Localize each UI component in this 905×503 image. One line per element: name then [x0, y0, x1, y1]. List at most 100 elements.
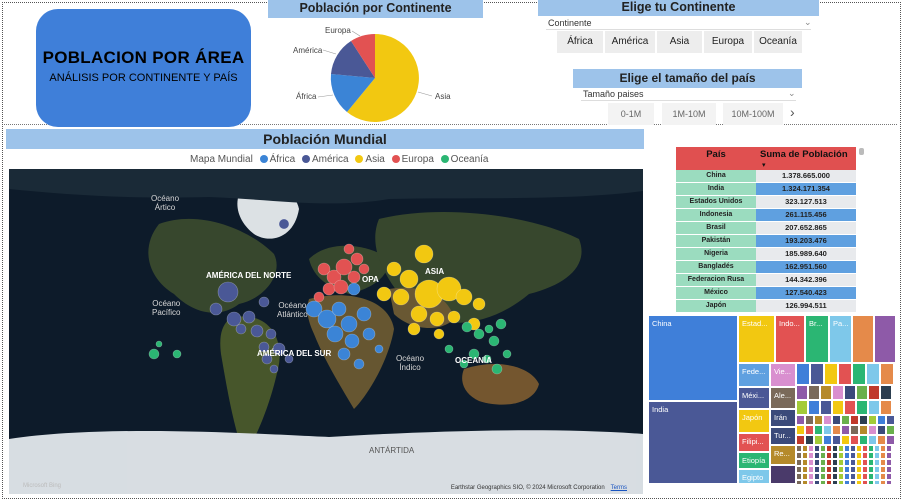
- treemap-tile[interactable]: [796, 445, 802, 452]
- treemap-tile[interactable]: [832, 415, 841, 425]
- pie-slice-africa[interactable]: [330, 74, 375, 112]
- treemap-tile[interactable]: [796, 400, 808, 415]
- treemap-tile[interactable]: [796, 466, 802, 473]
- treemap-tile[interactable]: [844, 385, 856, 400]
- treemap-tile[interactable]: [796, 363, 810, 385]
- treemap-tile[interactable]: [814, 415, 823, 425]
- treemap-tile[interactable]: [859, 435, 868, 445]
- treemap-tile[interactable]: [868, 415, 877, 425]
- continent-option-oceania[interactable]: Oceanía: [754, 31, 802, 53]
- treemap-tile[interactable]: [850, 415, 859, 425]
- treemap-tile[interactable]: [880, 400, 892, 415]
- treemap-tile[interactable]: [880, 473, 886, 480]
- treemap-tile[interactable]: [874, 445, 880, 452]
- table-row[interactable]: Japón 126.994.511: [676, 300, 856, 312]
- treemap-tile[interactable]: [832, 473, 838, 480]
- treemap-tile[interactable]: [796, 415, 805, 425]
- treemap-tile[interactable]: [805, 415, 814, 425]
- treemap-tile[interactable]: [844, 459, 850, 466]
- treemap-tile[interactable]: [868, 473, 874, 480]
- legend-europa[interactable]: Europa: [401, 154, 434, 165]
- treemap-tile-brasil[interactable]: Br...: [805, 315, 829, 363]
- treemap-tile[interactable]: [856, 385, 868, 400]
- treemap-tile[interactable]: [886, 425, 895, 435]
- treemap-tile[interactable]: [838, 363, 852, 385]
- continent-pie-chart[interactable]: Europa América África Asia: [268, 20, 483, 128]
- treemap-tile[interactable]: [856, 459, 862, 466]
- table-row[interactable]: Nigeria 185.989.640: [676, 248, 856, 261]
- treemap-tile[interactable]: [796, 385, 808, 400]
- treemap-tile[interactable]: [880, 363, 894, 385]
- treemap-tile[interactable]: [820, 445, 826, 452]
- treemap-tile[interactable]: [868, 452, 874, 459]
- population-treemap[interactable]: China India Estad... Indo... Br... Pa... Fede.…: [648, 315, 896, 485]
- treemap-tile[interactable]: [850, 435, 859, 445]
- treemap-tile[interactable]: [874, 315, 896, 363]
- chevron-right-icon[interactable]: ›: [790, 104, 795, 120]
- treemap-tile[interactable]: [820, 480, 826, 485]
- treemap-tile[interactable]: [856, 452, 862, 459]
- treemap-tile-china[interactable]: China: [648, 315, 738, 401]
- treemap-tile[interactable]: [856, 400, 868, 415]
- treemap-tile[interactable]: [886, 466, 892, 473]
- pie-slice-europa[interactable]: [351, 33, 375, 78]
- treemap-tile[interactable]: [868, 435, 877, 445]
- treemap-tile[interactable]: [808, 466, 814, 473]
- treemap-tile[interactable]: [802, 473, 808, 480]
- treemap-tile[interactable]: [832, 452, 838, 459]
- treemap-tile[interactable]: [826, 466, 832, 473]
- treemap-tile[interactable]: [832, 425, 841, 435]
- treemap-tile[interactable]: [841, 425, 850, 435]
- treemap-tile[interactable]: [814, 452, 820, 459]
- treemap-tile[interactable]: [826, 459, 832, 466]
- treemap-tile[interactable]: [880, 445, 886, 452]
- treemap-tile[interactable]: [841, 415, 850, 425]
- treemap-tile[interactable]: [886, 473, 892, 480]
- treemap-tile[interactable]: [796, 473, 802, 480]
- table-row[interactable]: México 127.540.423: [676, 287, 856, 300]
- treemap-tile[interactable]: [814, 425, 823, 435]
- bubble-layer[interactable]: [148, 218, 512, 375]
- treemap-tile[interactable]: [877, 415, 886, 425]
- treemap-tile[interactable]: [814, 473, 820, 480]
- treemap-tile[interactable]: [814, 435, 823, 445]
- legend-asia[interactable]: Asia: [365, 154, 385, 165]
- treemap-tile[interactable]: [877, 425, 886, 435]
- treemap-tile[interactable]: [814, 466, 820, 473]
- treemap-tile[interactable]: [802, 459, 808, 466]
- treemap-tile[interactable]: [862, 480, 868, 485]
- treemap-tile[interactable]: [814, 445, 820, 452]
- treemap-tile-japon[interactable]: Japón: [738, 409, 770, 433]
- table-row[interactable]: Pakistán 193.203.476: [676, 235, 856, 248]
- map-canvas[interactable]: [9, 169, 643, 494]
- treemap-tile[interactable]: [844, 480, 850, 485]
- treemap-tile[interactable]: [824, 363, 838, 385]
- continent-option-africa[interactable]: África: [557, 31, 603, 53]
- treemap-tile[interactable]: [886, 415, 895, 425]
- treemap-tile[interactable]: [850, 466, 856, 473]
- treemap-tile[interactable]: [838, 445, 844, 452]
- treemap-tile[interactable]: [880, 459, 886, 466]
- treemap-tile[interactable]: [856, 445, 862, 452]
- treemap-tile[interactable]: [805, 425, 814, 435]
- treemap-tile[interactable]: [770, 465, 796, 484]
- treemap-tile[interactable]: [880, 452, 886, 459]
- treemap-tile[interactable]: [805, 435, 814, 445]
- treemap-tile[interactable]: [820, 466, 826, 473]
- treemap-tile[interactable]: [886, 452, 892, 459]
- treemap-tile[interactable]: [823, 425, 832, 435]
- table-row[interactable]: Bangladés 162.951.560: [676, 261, 856, 274]
- treemap-tile[interactable]: [868, 466, 874, 473]
- treemap-tile[interactable]: [823, 435, 832, 445]
- treemap-tile[interactable]: [844, 400, 856, 415]
- treemap-tile[interactable]: [866, 363, 880, 385]
- treemap-tile[interactable]: [796, 435, 805, 445]
- pie-slice-america[interactable]: [331, 41, 375, 78]
- treemap-tile[interactable]: [796, 459, 802, 466]
- treemap-tile[interactable]: [820, 385, 832, 400]
- treemap-tile[interactable]: [868, 445, 874, 452]
- treemap-tile[interactable]: [838, 473, 844, 480]
- treemap-tile[interactable]: [850, 452, 856, 459]
- treemap-tile[interactable]: [844, 452, 850, 459]
- population-table[interactable]: País Suma de Población ▾ China 1.378.665.0…: [676, 147, 856, 312]
